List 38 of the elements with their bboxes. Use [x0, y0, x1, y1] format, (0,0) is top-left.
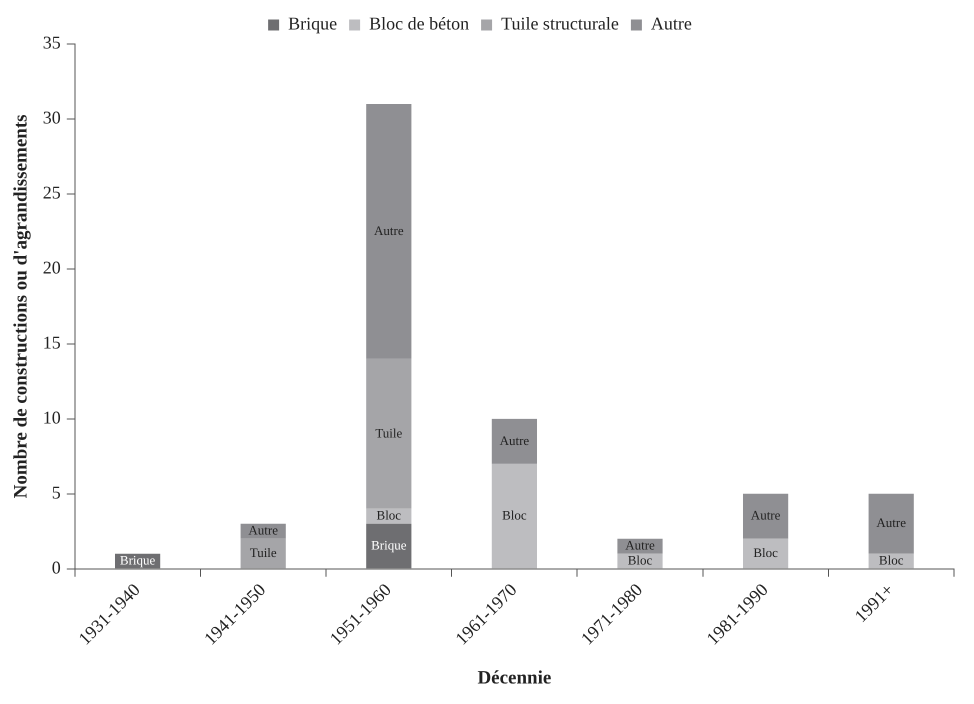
data-label: Tuile	[250, 544, 277, 560]
bar	[366, 358, 412, 509]
data-label: Brique	[120, 552, 156, 568]
data-label: Autre	[625, 538, 656, 553]
bar	[366, 104, 412, 359]
bar	[366, 524, 412, 568]
data-label: Bloc	[376, 508, 402, 523]
y-axis-title: Nombre de constructions ou d'agrandissements	[10, 114, 32, 498]
legend-label: Brique	[288, 14, 338, 34]
x-axis-title: Décennie	[477, 668, 552, 689]
y-tick-label: 30	[42, 108, 61, 128]
bar	[492, 464, 538, 568]
data-label: Bloc	[628, 552, 652, 568]
data-label: Bloc	[502, 507, 527, 522]
y-tick-label: 10	[42, 408, 61, 428]
data-label: Bloc	[878, 552, 904, 568]
y-tick-label: 25	[42, 182, 61, 203]
bar	[868, 494, 914, 554]
legend-label: Bloc de béton	[369, 14, 470, 34]
y-tick-label: 0	[52, 558, 61, 578]
data-label: Tuile	[375, 425, 403, 440]
y-tick-label: 20	[42, 258, 61, 278]
data-label: Autre	[374, 222, 404, 238]
legend-label: Autre	[650, 14, 692, 34]
bar	[240, 538, 286, 568]
y-tick-label: 15	[42, 332, 61, 353]
y-tick-label: 35	[42, 32, 61, 53]
bar	[742, 538, 788, 568]
data-label: Autre	[248, 522, 278, 538]
data-label: Autre	[876, 515, 906, 530]
bar	[492, 418, 538, 464]
data-label: Brique	[371, 537, 407, 552]
data-label: Bloc	[753, 544, 778, 560]
legend-label: Tuile structurale	[501, 14, 619, 34]
data-label: Autre	[750, 508, 781, 523]
data-label: Autre	[500, 432, 530, 448]
bar	[742, 494, 788, 539]
y-tick-label: 5	[52, 482, 61, 503]
